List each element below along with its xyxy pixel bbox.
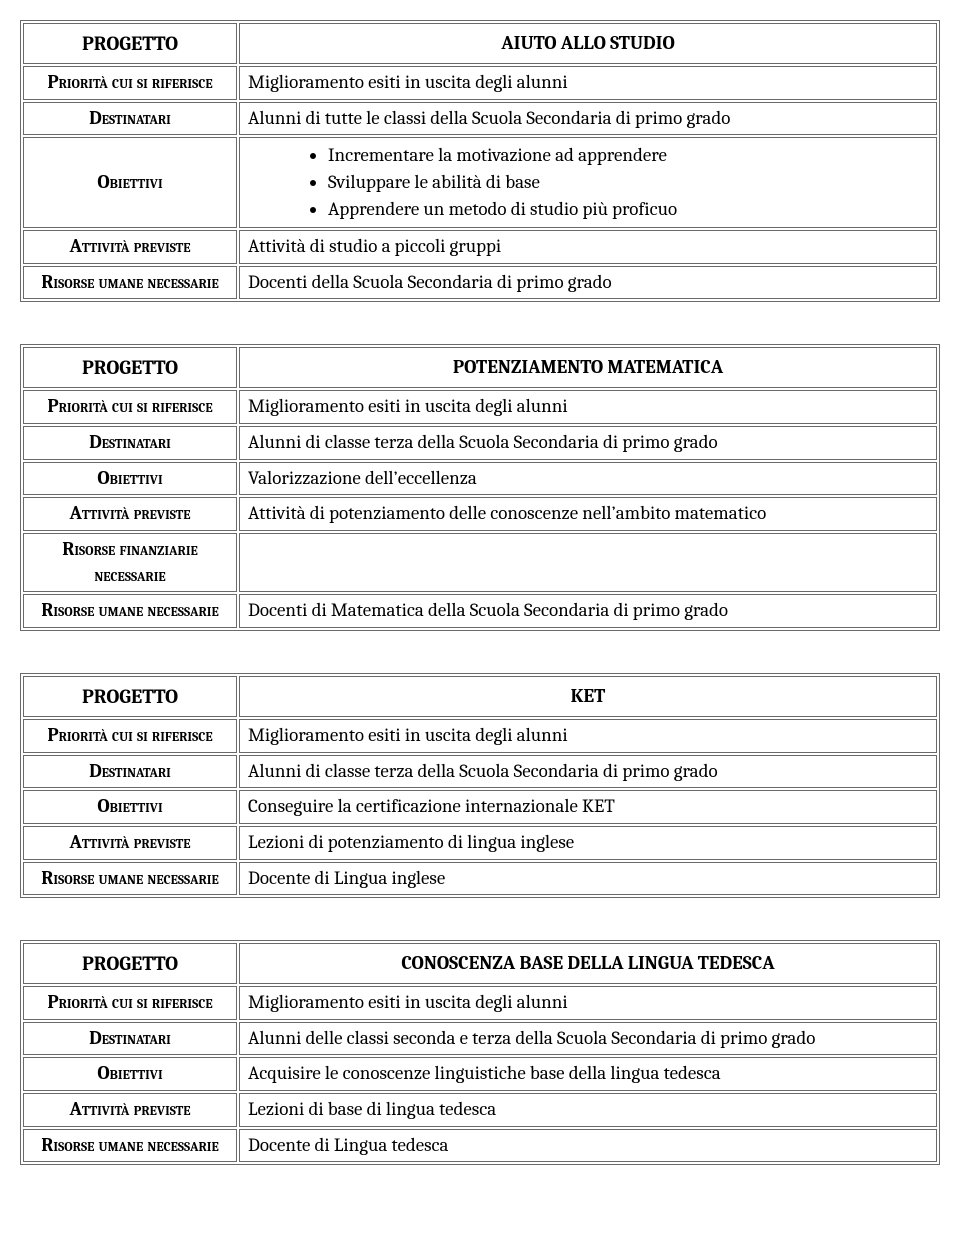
project-title: POTENZIAMENTO MATEMATICA [239,347,937,388]
row-content-destinatari: Alunni delle classi seconda e terza dell… [239,1022,937,1056]
project-table: PROGETTOCONOSCENZA BASE DELLA LINGUA TED… [20,940,940,1165]
project-table: PROGETTOAIUTO ALLO STUDIOPriorità cui si… [20,20,940,302]
row-content-destinatari: Alunni di classe terza della Scuola Seco… [239,426,937,460]
row-label-destinatari: Destinatari [23,426,237,460]
row-content-priorita: Miglioramento esiti in uscita degli alun… [239,719,937,753]
project-title: KET [239,676,937,717]
header-label-progetto: PROGETTO [23,676,237,717]
row-content-obiettivi: Incrementare la motivazione ad apprender… [239,137,937,228]
row-label-attivita: Attività previste [23,497,237,531]
row-label-destinatari: Destinatari [23,102,237,136]
header-label-progetto: PROGETTO [23,943,237,984]
row-content-priorita: Miglioramento esiti in uscita degli alun… [239,986,937,1020]
row-content-attivita: Attività di studio a piccoli gruppi [239,230,937,264]
row-label-priorita: Priorità cui si riferisce [23,986,237,1020]
row-label-attivita: Attività previste [23,230,237,264]
project-table: PROGETTOKETPriorità cui si riferisceMigl… [20,673,940,898]
row-label-obiettivi: Obiettivi [23,137,237,228]
row-label-obiettivi: Obiettivi [23,462,237,496]
bullet-item: Incrementare la motivazione ad apprender… [328,143,928,169]
row-content-obiettivi: Acquisire le conoscenze linguistiche bas… [239,1057,937,1091]
row-label-destinatari: Destinatari [23,755,237,789]
row-label-risorse_um: Risorse umane necessarie [23,594,237,628]
row-label-risorse_um: Risorse umane necessarie [23,1129,237,1163]
row-label-priorita: Priorità cui si riferisce [23,719,237,753]
row-content-obiettivi: Valorizzazione dell’eccellenza [239,462,937,496]
row-label-priorita: Priorità cui si riferisce [23,390,237,424]
row-content-priorita: Miglioramento esiti in uscita degli alun… [239,390,937,424]
row-label-priorita: Priorità cui si riferisce [23,66,237,100]
row-content-attivita: Lezioni di base di lingua tedesca [239,1093,937,1127]
project-tables-container: PROGETTOAIUTO ALLO STUDIOPriorità cui si… [20,20,940,1165]
row-content-risorse_um: Docenti della Scuola Secondaria di primo… [239,266,937,300]
project-title: AIUTO ALLO STUDIO [239,23,937,64]
project-title: CONOSCENZA BASE DELLA LINGUA TEDESCA [239,943,937,984]
row-content-priorita: Miglioramento esiti in uscita degli alun… [239,66,937,100]
header-label-progetto: PROGETTO [23,347,237,388]
row-content-destinatari: Alunni di classe terza della Scuola Seco… [239,755,937,789]
row-content-attivita: Attività di potenziamento delle conoscen… [239,497,937,531]
row-content-risorse_um: Docente di Lingua inglese [239,862,937,896]
row-label-attivita: Attività previste [23,826,237,860]
row-label-obiettivi: Obiettivi [23,1057,237,1091]
row-content-obiettivi: Conseguire la certificazione internazion… [239,790,937,824]
bullet-list: Incrementare la motivazione ad apprender… [248,143,928,222]
row-label-risorse_um: Risorse umane necessarie [23,862,237,896]
row-content-risorse_fin [239,533,937,592]
row-content-risorse_um: Docente di Lingua tedesca [239,1129,937,1163]
bullet-item: Apprendere un metodo di studio più profi… [328,197,928,223]
row-content-destinatari: Alunni di tutte le classi della Scuola S… [239,102,937,136]
row-content-attivita: Lezioni di potenziamento di lingua ingle… [239,826,937,860]
project-table: PROGETTOPOTENZIAMENTO MATEMATICAPriorità… [20,344,940,630]
header-label-progetto: PROGETTO [23,23,237,64]
row-label-attivita: Attività previste [23,1093,237,1127]
row-label-risorse_fin: Risorse finanziarie necessarie [23,533,237,592]
row-content-risorse_um: Docenti di Matematica della Scuola Secon… [239,594,937,628]
row-label-obiettivi: Obiettivi [23,790,237,824]
row-label-destinatari: Destinatari [23,1022,237,1056]
row-label-risorse_um: Risorse umane necessarie [23,266,237,300]
bullet-item: Sviluppare le abilità di base [328,170,928,196]
